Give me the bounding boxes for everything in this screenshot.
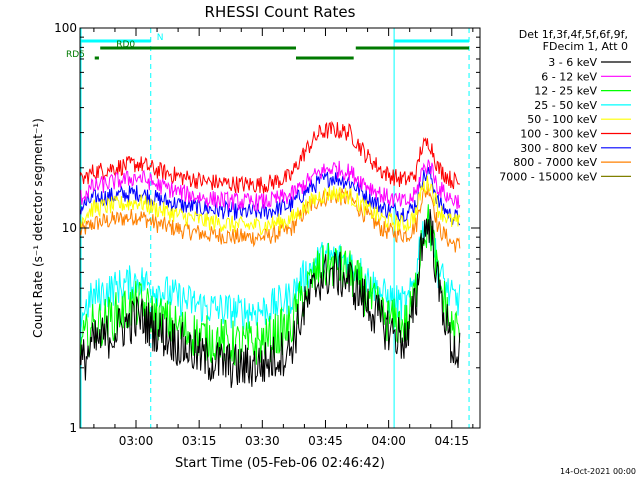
legend-label-6: 100 - 300 keV [520, 128, 597, 141]
legend-label-7: 300 - 800 keV [520, 142, 597, 155]
y-tick-label-2: 10 [62, 221, 77, 235]
x-axis-label: Start Time (05-Feb-06 02:46:42) [175, 456, 385, 471]
chart-title: RHESSI Count Rates [205, 3, 356, 21]
legend-label-5: 50 - 100 keV [527, 113, 597, 126]
series-line-3 [79, 204, 461, 367]
flag-bars: N RD0 RD5 [66, 33, 470, 60]
series-line-6 [79, 120, 461, 194]
legend-label-9: 7000 - 15000 keV [499, 170, 597, 183]
y-axis-label: Count Rate (s⁻¹ detector segment⁻¹) [31, 118, 45, 338]
legend-label-1: 3 - 6 keV [548, 56, 597, 69]
series-line-5 [79, 175, 461, 236]
series-line-1 [79, 208, 461, 388]
legend-header-2: FDecim 1, Att 0 [543, 40, 628, 53]
legend-label-8: 800 - 7000 keV [513, 156, 597, 169]
y-tick-label-3: 100 [54, 21, 77, 35]
series-line-2 [79, 159, 461, 213]
legend-header-1: Det 1f,3f,4f,5f,6f,9f, [519, 28, 628, 41]
series-line-8 [79, 183, 461, 253]
x-tick-label-3: 03:30 [245, 434, 280, 448]
flag-label-n: N [157, 33, 164, 43]
x-tick-label-1: 03:00 [119, 434, 154, 448]
x-tick-label-4: 03:45 [308, 434, 343, 448]
x-axis-ticks: 03:00 03:15 03:30 03:45 04:00 04:15 [93, 28, 474, 448]
footer-date: 14-Oct-2021 00:00 [560, 467, 636, 476]
series-line-4 [79, 206, 461, 330]
legend-label-2: 6 - 12 keV [541, 70, 597, 83]
flag-label-rd0: RD0 [116, 40, 135, 50]
legend-label-3: 12 - 25 keV [534, 85, 597, 98]
series-lines [79, 120, 461, 388]
legend: Det 1f,3f,4f,5f,6f,9f,FDecim 1, Att 0 3 -… [499, 28, 631, 183]
y-axis-ticks: 1 10 100 [54, 21, 480, 435]
x-tick-label-6: 04:15 [434, 434, 469, 448]
x-tick-label-2: 03:15 [182, 434, 217, 448]
y-tick-label-1: 1 [69, 421, 77, 435]
x-tick-label-5: 04:00 [371, 434, 406, 448]
legend-label-4: 25 - 50 keV [534, 99, 597, 112]
flag-label-rd5: RD5 [66, 50, 85, 60]
